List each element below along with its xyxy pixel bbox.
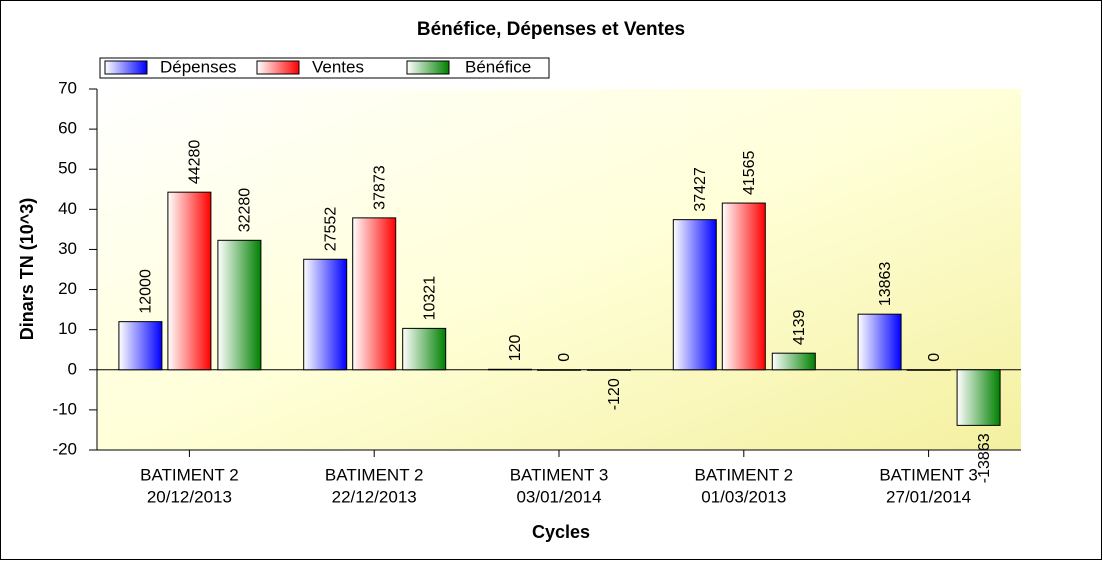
legend-label: Dépenses: [160, 57, 237, 76]
data-label: 0: [926, 353, 943, 362]
y-tick-label: 0: [68, 359, 77, 378]
y-tick-label: 70: [58, 78, 77, 97]
bar: [587, 369, 631, 371]
data-label: -13863: [976, 433, 993, 483]
bar: [537, 369, 581, 371]
bar: [167, 191, 212, 371]
bar: [217, 239, 262, 371]
x-tick-label: BATIMENT 2: [140, 465, 239, 484]
x-tick-label: 27/01/2014: [886, 487, 971, 506]
data-label: -120: [606, 378, 623, 410]
y-tick-label: 20: [58, 279, 77, 298]
data-label: 27552: [322, 207, 339, 252]
data-label: 120: [507, 334, 524, 361]
y-tick-label: 30: [58, 239, 77, 258]
bar: [118, 321, 163, 371]
y-tick-label: -20: [52, 439, 77, 458]
x-tick-label: BATIMENT 2: [325, 465, 424, 484]
x-tick-label: BATIMENT 2: [695, 465, 794, 484]
legend-swatch: [406, 60, 450, 75]
bar: [771, 352, 816, 371]
data-label: 0: [556, 353, 573, 362]
y-tick-label: 60: [58, 119, 77, 138]
bar: [721, 202, 766, 371]
legend-swatch: [256, 60, 300, 75]
bar: [906, 369, 951, 371]
x-tick-label: BATIMENT 3: [879, 465, 978, 484]
x-tick-label: BATIMENT 3: [510, 465, 609, 484]
chart-title: Bénéfice, Dépenses et Ventes: [417, 19, 685, 40]
data-label: 44280: [187, 140, 204, 185]
y-tick-label: -10: [52, 399, 77, 418]
data-label: 12000: [138, 269, 155, 314]
data-label: 4139: [791, 309, 808, 345]
x-tick-label: 20/12/2013: [147, 487, 232, 506]
data-label: 13863: [877, 262, 894, 307]
data-label: 37427: [692, 167, 709, 212]
data-label: 41565: [741, 150, 758, 195]
y-axis-label: Dinars TN (10^3): [17, 198, 37, 341]
x-tick-label: 22/12/2013: [332, 487, 417, 506]
data-label: 37873: [371, 165, 388, 210]
bar: [303, 258, 348, 371]
x-axis-label: Cycles: [532, 522, 590, 542]
data-label: 32280: [237, 188, 254, 233]
bar: [488, 368, 532, 371]
bar: [956, 369, 1001, 426]
legend-label: Bénéfice: [465, 57, 531, 76]
y-tick-label: 50: [58, 159, 77, 178]
legend-label: Ventes: [312, 57, 364, 76]
y-tick-label: 10: [58, 319, 77, 338]
data-label: 10321: [421, 276, 438, 321]
x-tick-label: 03/01/2014: [516, 487, 601, 506]
bar: [402, 327, 447, 371]
y-tick-label: 40: [58, 199, 77, 218]
bar: [352, 217, 397, 371]
x-tick-label: 01/03/2013: [701, 487, 786, 506]
legend-swatch: [104, 60, 148, 75]
bar: [857, 313, 902, 371]
bar: [672, 219, 717, 371]
